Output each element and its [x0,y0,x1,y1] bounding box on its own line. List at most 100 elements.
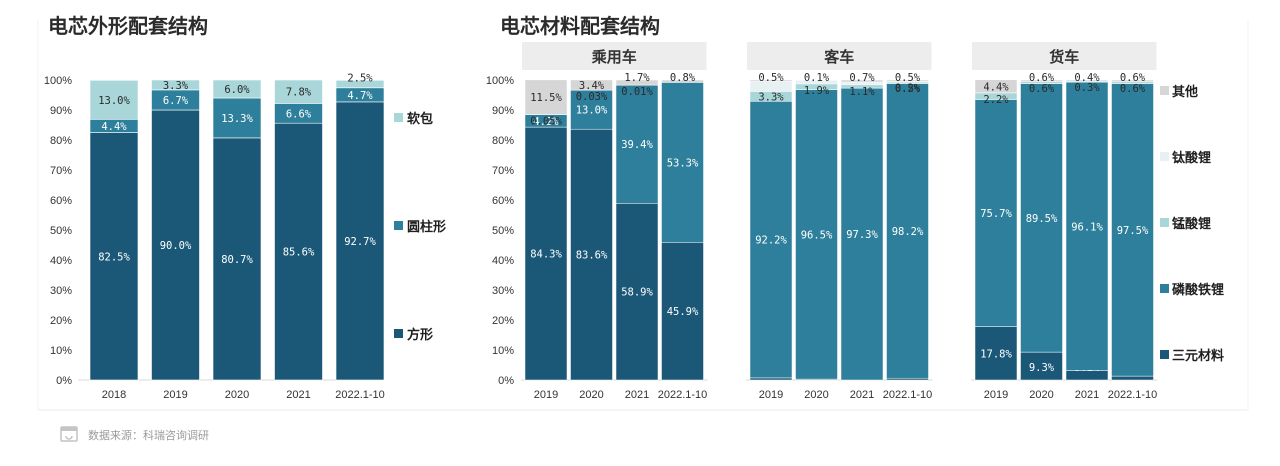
legend-label: 圆柱形 [407,219,446,235]
y-tick-label: 60% [50,195,72,207]
y-tick-label: 40% [492,255,514,267]
data-label: 17.8% [980,348,1012,360]
data-label: 92.2% [755,235,787,247]
y-tick-label: 0% [56,375,72,387]
data-label: 6.6% [286,108,312,120]
bar-segment [886,83,929,379]
bar-segment [886,377,929,381]
y-tick-label: 10% [492,345,514,357]
x-tick-label: 2022.1-10 [883,389,933,401]
data-label: 0.6% [1120,72,1146,84]
bar-segment [335,101,385,381]
bar-segment [749,79,793,82]
bar-segment [151,109,200,381]
data-label: 0.03% [576,91,608,103]
x-tick-label: 2021 [286,389,310,401]
data-label: 0.2% [895,83,921,95]
y-tick-label: 20% [50,315,72,327]
data-label: 75.7% [980,208,1012,220]
data-label: 97.5% [1117,225,1149,237]
data-label: 6.0% [224,84,250,96]
legend-label: 软包 [407,111,433,127]
y-tick-label: 20% [492,315,514,327]
bar-segment [89,132,139,381]
x-tick-label: 2021 [625,389,649,401]
source-icon [60,426,78,442]
legend-swatch [394,329,403,338]
bar-segment [89,80,139,120]
data-label: 0.01% [621,86,653,98]
data-label: 0.3% [1074,82,1100,94]
data-label: 97.3% [846,229,878,241]
data-label: 39.4% [621,139,653,151]
x-tick-label: 2020 [225,389,249,401]
bar-segment [615,203,659,381]
data-label: 4.4% [983,81,1009,93]
data-label: 0.6% [1029,83,1055,95]
bar-segment [151,79,200,91]
y-tick-label: 80% [492,135,514,147]
bar-segment [974,99,1018,327]
x-tick-label: 2021 [1075,389,1099,401]
bar-segment [1111,375,1154,381]
data-label: 4.4% [101,121,127,133]
y-tick-label: 0% [498,375,514,387]
y-tick-label: 30% [492,285,514,297]
data-label: 13.0% [576,105,608,117]
legend-label: 锰酸锂 [1172,216,1211,232]
y-tick-label: 100% [486,75,514,87]
data-label: 0.5% [895,72,921,84]
data-label: 1.9% [804,85,830,97]
legend-label: 磷酸铁锂 [1172,282,1224,298]
data-label: 0.1% [804,72,830,84]
data-label: 13.0% [98,95,130,107]
group-header-box [972,42,1157,70]
data-label: 0.7% [849,72,875,84]
data-label: 4.2% [533,116,559,128]
legend-label: 三元材料 [1172,348,1224,364]
data-label: 9.3% [1029,362,1055,374]
y-tick-label: 90% [50,105,72,117]
y-tick-label: 50% [492,225,514,237]
data-label: 0.05% [530,115,562,127]
x-tick-label: 2022.1-10 [1108,389,1158,401]
data-label: 13.3% [221,113,253,125]
bar-segment [274,79,323,104]
bar-segment [212,137,262,381]
bar-segment [524,79,568,115]
source-text: 数据来源：科瑞咨询调研 [88,428,209,442]
shape-structure-chart: 0% 10% 20% 30% 40% 50% 60% 70% 80% 90% 100% 82.5% 4.… [44,72,446,401]
data-label: 53.3% [667,157,699,169]
x-tick-label: 2019 [759,389,783,401]
y-tick-label: 10% [50,345,72,357]
bar-segment [661,79,704,83]
data-label: 0.5% [758,72,784,84]
data-label: 7.8% [286,87,312,99]
bar-segment [974,79,1018,94]
data-label: 2.2% [983,94,1009,106]
legend-label: 方形 [407,327,433,343]
data-label: 80.7% [221,254,253,266]
legend-swatch [394,221,403,230]
legend-label: 钛酸锂 [1171,150,1211,166]
data-label: 90.0% [160,240,192,252]
legend-swatch [394,113,403,122]
bar-segment [274,122,323,381]
data-label: 82.5% [98,251,130,263]
data-label: 0.8% [670,72,696,84]
bar-segment [212,97,262,139]
source-note: 数据来源：科瑞咨询调研 [60,426,209,442]
chart-title-material: 电芯材料配套结构 [500,14,660,38]
bar-segment [661,82,704,243]
x-tick-label: 2019 [984,389,1008,401]
x-tick-label: 2021 [850,389,874,401]
data-label: 96.5% [801,229,833,241]
group-header-label: 货车 [1049,48,1079,66]
bar-segment [1020,351,1063,381]
data-label: 3.4% [579,80,605,92]
bar-segment [1020,79,1063,83]
chart-title-shape: 电芯外形配套结构 [48,14,208,38]
y-tick-label: 30% [50,285,72,297]
y-tick-label: 100% [44,75,72,87]
group-header-label: 乘用车 [591,48,637,66]
